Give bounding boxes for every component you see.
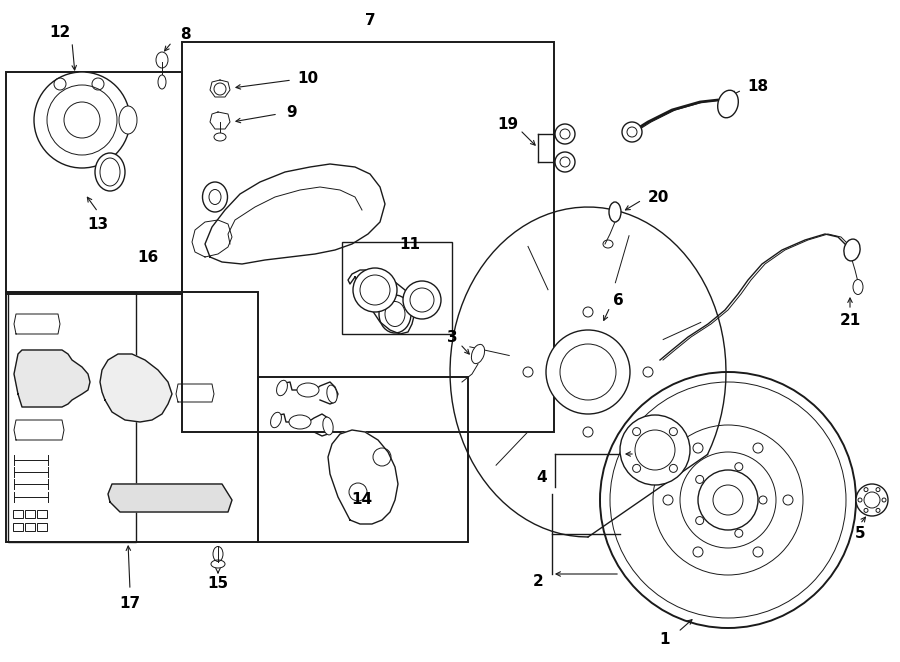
Circle shape: [555, 124, 575, 144]
Text: 7: 7: [364, 13, 375, 28]
Polygon shape: [14, 350, 90, 407]
Ellipse shape: [213, 547, 223, 561]
Circle shape: [546, 330, 630, 414]
Circle shape: [555, 152, 575, 172]
Text: 9: 9: [287, 105, 297, 120]
Text: 11: 11: [400, 236, 420, 252]
Ellipse shape: [156, 52, 168, 68]
Bar: [25, 523, 35, 531]
Text: 8: 8: [180, 26, 190, 42]
Text: 5: 5: [855, 526, 865, 542]
Text: 17: 17: [120, 596, 140, 612]
Polygon shape: [210, 80, 230, 97]
Polygon shape: [348, 270, 415, 334]
Text: 6: 6: [613, 293, 624, 308]
Bar: [182, 42, 554, 432]
Ellipse shape: [297, 383, 319, 397]
Polygon shape: [205, 164, 385, 264]
Bar: [25, 510, 35, 518]
Ellipse shape: [100, 158, 120, 186]
Bar: [258, 377, 468, 542]
Circle shape: [47, 85, 117, 155]
Ellipse shape: [271, 412, 282, 428]
Text: 21: 21: [840, 312, 860, 328]
Bar: [8, 292, 136, 542]
Ellipse shape: [289, 415, 311, 429]
Ellipse shape: [119, 106, 137, 134]
Text: 3: 3: [446, 330, 457, 344]
Text: 13: 13: [87, 216, 109, 232]
Bar: [6, 72, 182, 294]
Bar: [37, 510, 47, 518]
Polygon shape: [328, 430, 398, 524]
Circle shape: [622, 122, 642, 142]
Circle shape: [635, 430, 675, 470]
Ellipse shape: [853, 279, 863, 295]
Bar: [37, 523, 47, 531]
Ellipse shape: [609, 202, 621, 222]
Ellipse shape: [327, 385, 338, 403]
Text: 15: 15: [207, 577, 229, 592]
Polygon shape: [100, 354, 172, 422]
Text: 20: 20: [647, 189, 669, 205]
Circle shape: [353, 268, 397, 312]
Text: 1: 1: [660, 632, 670, 647]
Bar: [6, 292, 258, 542]
Ellipse shape: [276, 380, 287, 396]
Bar: [13, 510, 23, 518]
Text: 19: 19: [498, 117, 518, 132]
Text: 12: 12: [50, 24, 70, 40]
Text: 10: 10: [297, 70, 319, 85]
Text: 18: 18: [747, 79, 769, 93]
Text: 4: 4: [536, 469, 547, 485]
Text: 14: 14: [351, 493, 373, 508]
Circle shape: [64, 102, 100, 138]
Text: 2: 2: [533, 575, 544, 589]
Bar: [342, 242, 452, 334]
Polygon shape: [108, 484, 232, 512]
Polygon shape: [210, 112, 230, 129]
Circle shape: [34, 72, 130, 168]
Circle shape: [856, 484, 888, 516]
Ellipse shape: [844, 239, 860, 261]
Circle shape: [620, 415, 690, 485]
Circle shape: [403, 281, 441, 319]
Circle shape: [600, 372, 856, 628]
Ellipse shape: [95, 153, 125, 191]
Bar: [13, 523, 23, 531]
Ellipse shape: [202, 182, 228, 212]
Ellipse shape: [472, 344, 484, 363]
Ellipse shape: [717, 90, 738, 118]
Text: 16: 16: [138, 250, 158, 265]
Ellipse shape: [323, 417, 333, 435]
